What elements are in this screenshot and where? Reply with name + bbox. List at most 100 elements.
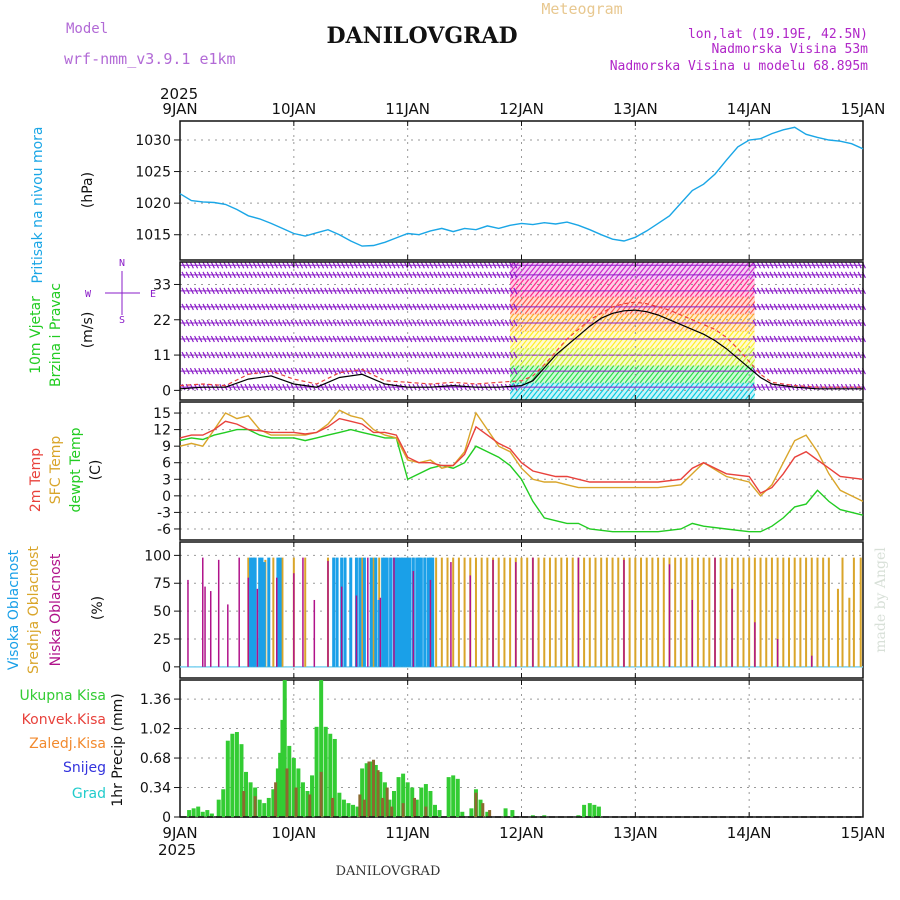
high-cloud-bar bbox=[358, 557, 362, 667]
wind-hatch-line bbox=[669, 382, 685, 400]
gust-line bbox=[179, 309, 863, 390]
mid-cloud-bar bbox=[480, 557, 483, 667]
wind-hatch-line bbox=[609, 296, 625, 315]
wind-hatch-line bbox=[490, 348, 504, 365]
wind-hatch-line bbox=[689, 313, 705, 332]
wind-hatch-line bbox=[569, 278, 585, 297]
mid-cloud-bar bbox=[799, 557, 802, 667]
low-cloud-bar bbox=[393, 557, 395, 667]
precip-total-bar bbox=[419, 787, 424, 817]
wind-hatch-line bbox=[495, 348, 509, 365]
precip-total-bar bbox=[530, 815, 535, 817]
precip-total-bar bbox=[287, 745, 292, 817]
wind-hatch-line bbox=[544, 365, 560, 384]
cloud-label-high: Visoka Oblacnost bbox=[6, 549, 22, 670]
wind-hatch-line bbox=[584, 347, 600, 366]
mid-cloud-bar bbox=[503, 557, 506, 667]
wind-hatch-line bbox=[514, 347, 530, 366]
low-cloud-bar bbox=[691, 599, 693, 667]
wind-hatch-line bbox=[714, 296, 730, 315]
wind-hatch-line bbox=[739, 313, 755, 332]
y-tick-label: -3 bbox=[157, 505, 171, 521]
wind-hatch-line bbox=[554, 330, 570, 349]
wind-hatch-line bbox=[619, 313, 635, 332]
wind-hatch-line bbox=[684, 313, 700, 332]
wind-hatch-line bbox=[559, 296, 575, 315]
wind-hatch-line bbox=[510, 296, 520, 309]
wind-hatch-line bbox=[719, 382, 735, 400]
wind-hatch-line bbox=[719, 296, 735, 315]
wind-hatch-line bbox=[534, 365, 550, 384]
precip-total-bar bbox=[587, 803, 592, 817]
y-tick-label: 1030 bbox=[135, 133, 171, 149]
wind-hatch-line bbox=[524, 330, 540, 349]
precip-total-bar bbox=[234, 732, 239, 817]
precip-total-bar bbox=[271, 789, 276, 817]
wind-hatch-line bbox=[624, 278, 640, 297]
low-cloud-bar bbox=[340, 586, 343, 667]
mid-cloud-bar bbox=[611, 557, 614, 667]
wind-hatch-line bbox=[629, 382, 645, 400]
high-cloud-bar bbox=[385, 557, 389, 667]
precip-total-bar bbox=[378, 771, 383, 817]
mid-cloud-bar bbox=[685, 557, 688, 667]
day-label-top: 9JAN bbox=[162, 100, 197, 118]
meteogram-label: Meteogram bbox=[541, 0, 622, 18]
precip-total-bar bbox=[323, 726, 328, 817]
wind-hatch-line bbox=[589, 296, 605, 315]
wind-hatch-line bbox=[659, 365, 675, 384]
low-cloud-bar bbox=[532, 557, 534, 667]
y-tick-label: 9 bbox=[162, 439, 171, 455]
wind-hatch-line bbox=[524, 382, 540, 400]
wind-hatch-line bbox=[689, 382, 705, 400]
wind-hatch-line bbox=[684, 347, 700, 366]
precip-total-bar bbox=[596, 806, 601, 817]
wind-hatch-line bbox=[744, 352, 755, 366]
low-cloud-bar bbox=[209, 591, 212, 667]
wind-hatch-line bbox=[544, 278, 560, 297]
wind-hatch-line bbox=[554, 313, 570, 332]
mid-cloud-bar bbox=[526, 557, 529, 667]
mid-cloud-bar bbox=[719, 557, 722, 667]
wind-hatch-line bbox=[714, 382, 730, 400]
wind-hatch-line bbox=[485, 331, 499, 348]
mid-cloud-bar bbox=[634, 557, 637, 667]
wind-hatch-line bbox=[704, 347, 720, 366]
wind-hatch-line bbox=[539, 296, 555, 315]
wind-hatch-line bbox=[664, 347, 680, 366]
model-label: Model bbox=[66, 21, 108, 37]
wind-hatch-line bbox=[619, 382, 635, 400]
precip-total-bar bbox=[455, 778, 460, 817]
wind-hatch-line bbox=[549, 330, 565, 349]
elevation-label: Nadmorska Visina 53m bbox=[711, 42, 868, 57]
day-label-top: 10JAN bbox=[271, 100, 316, 118]
wind-hatch-line bbox=[749, 272, 755, 280]
wind-hatch-line bbox=[699, 365, 715, 384]
wind-hatch-line bbox=[775, 331, 789, 348]
low-cloud-bar bbox=[450, 562, 452, 667]
mid-cloud-bar bbox=[651, 557, 654, 667]
wind-panel: 0 11 22 33 bbox=[153, 261, 866, 401]
wind-hatch-line bbox=[754, 347, 755, 349]
wind-band bbox=[510, 296, 755, 315]
wind-hatch-line bbox=[539, 347, 555, 366]
wind-hatch-line bbox=[524, 296, 540, 315]
wind-hatch-line bbox=[534, 347, 550, 366]
wind-hatch-line bbox=[704, 330, 720, 349]
pressure-panel: 1015 1020 1025 1030 bbox=[135, 120, 864, 261]
precip-total-bar bbox=[332, 738, 337, 817]
y-tick-label: 12 bbox=[153, 423, 171, 439]
mid-cloud-bar bbox=[605, 557, 608, 667]
wind-hatch-line bbox=[709, 365, 725, 384]
wind-hatch-line bbox=[729, 365, 745, 384]
temp-label-3: dewpt Temp bbox=[68, 427, 84, 512]
wind-hatch-line bbox=[694, 313, 710, 332]
wind-hatch-line bbox=[649, 382, 665, 400]
wind-hatch-line bbox=[510, 365, 515, 372]
wind-hatch-line bbox=[714, 313, 730, 332]
high-cloud-bar bbox=[426, 557, 430, 667]
wind-hatch-line bbox=[684, 365, 700, 384]
wind-hatch-line bbox=[664, 296, 680, 315]
wind-hatch-line bbox=[624, 365, 640, 384]
wind-hatch-line bbox=[485, 297, 499, 314]
